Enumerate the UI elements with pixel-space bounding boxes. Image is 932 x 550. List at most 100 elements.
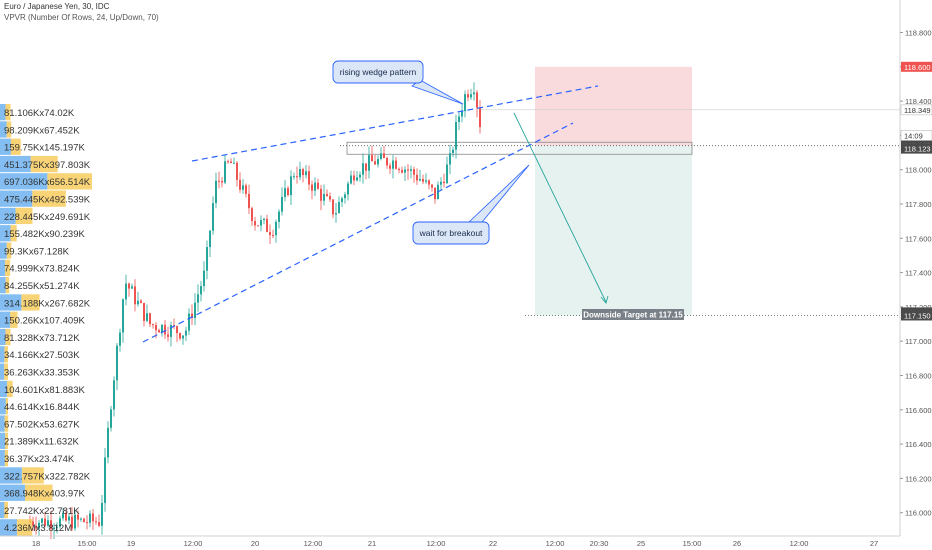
candle-body — [296, 176, 298, 178]
candle-body — [200, 286, 202, 295]
vpvr-down-bar — [4, 363, 8, 380]
vpvr-down-bar — [5, 432, 8, 449]
vpvr-down-bar — [6, 242, 12, 259]
time-tick-label: 12:00 — [790, 539, 809, 548]
callout-box — [332, 60, 424, 84]
projection-arrow — [513, 112, 607, 303]
vpvr-row-label: 67.502Kx53.627K — [4, 419, 80, 430]
time-tick-label: 26 — [733, 539, 741, 548]
candle-body — [83, 518, 85, 523]
candle-body — [257, 225, 259, 227]
candle-body — [365, 163, 367, 171]
vpvr-up-bar — [0, 104, 6, 121]
candle-body — [77, 514, 79, 520]
vpvr-row-label: 104.601Kx81.883K — [4, 385, 85, 396]
candle-body — [329, 196, 331, 200]
candle-body — [410, 169, 412, 171]
vpvr-down-bar — [4, 346, 8, 363]
candle-body — [50, 520, 52, 529]
time-tick-label: 15:00 — [78, 539, 97, 548]
vpvr-row-label: 98.209Kx67.452K — [4, 125, 80, 136]
target-label-box — [582, 309, 684, 320]
candle-body — [191, 313, 193, 319]
chart-title: Euro / Japanese Yen, 30, IDC — [4, 2, 110, 11]
candle-body — [290, 176, 292, 196]
vpvr-up-bar — [0, 484, 26, 501]
candle-body — [443, 181, 445, 184]
time-tick-label: 21 — [368, 539, 376, 548]
price-badge-label: 118.123 — [904, 145, 931, 154]
candle-body — [461, 111, 463, 117]
vpvr-up-bar — [0, 190, 33, 207]
candle-body — [446, 164, 448, 184]
price-tick-label: 118.400 — [905, 97, 932, 106]
candle-body — [80, 518, 82, 520]
candle-body — [434, 187, 436, 200]
stop-loss-zone — [535, 66, 692, 146]
candle-body — [125, 283, 127, 300]
vpvr-row-label: 228.445Kx249.691K — [4, 212, 91, 223]
candle-body — [74, 514, 76, 529]
vpvr-row-label: 322.757Kx322.782K — [4, 471, 91, 482]
vpvr-up-bar — [0, 380, 8, 398]
vpvr-row-label: 451.375Kx397.803K — [4, 160, 91, 171]
candle-body — [266, 218, 268, 232]
candle-body — [419, 178, 421, 181]
candle-body — [374, 161, 376, 165]
candle-body — [305, 171, 307, 176]
vpvr-row-label: 475.445Kx492.539K — [4, 195, 91, 206]
candle-body — [272, 235, 274, 237]
price-tick-label: 116.000 — [905, 509, 932, 518]
candle-body — [332, 199, 334, 215]
candle-body — [404, 169, 406, 173]
candle-body — [359, 174, 361, 178]
price-badge — [901, 310, 932, 321]
candle-body — [152, 324, 154, 326]
candle-body — [341, 198, 343, 203]
price-badge-label: 118.349 — [904, 106, 931, 115]
candle-body — [416, 174, 418, 181]
candle-body — [377, 158, 379, 165]
candle-body — [245, 185, 247, 194]
candle-body — [233, 162, 235, 164]
candle-body — [119, 332, 121, 346]
candle-body — [44, 518, 46, 526]
candle-body — [356, 177, 358, 181]
vpvr-up-bar — [0, 432, 6, 449]
candle-body — [464, 94, 466, 112]
vpvr-down-bar — [10, 311, 18, 328]
candle-body — [155, 324, 157, 331]
support-rectangle — [346, 141, 693, 155]
candle-body — [386, 158, 388, 166]
candle-body — [197, 294, 199, 303]
candle-body — [65, 512, 67, 521]
candle-body — [128, 283, 130, 289]
price-badge — [900, 104, 932, 116]
candle-body — [308, 171, 310, 185]
candle-body — [59, 518, 61, 527]
candle-body — [323, 194, 325, 201]
vpvr-up-bar — [0, 155, 31, 173]
candle-body — [179, 333, 181, 339]
candle-body — [392, 160, 394, 169]
vpvr-row-label: 159.75Kx145.197K — [4, 143, 85, 154]
vpvr-down-bar — [30, 155, 58, 173]
wedge-lower-line — [142, 122, 574, 343]
vpvr-row-label: 21.389Kx11.632K — [4, 437, 79, 448]
candle-body — [275, 221, 277, 236]
time-tick-label: 20 — [251, 539, 259, 548]
candle-body — [182, 335, 184, 339]
vpvr-up-bar — [0, 225, 11, 242]
indicator-label[interactable]: VPVR (Number Of Rows, 24, Up/Down, 70) — [4, 13, 159, 22]
candle-body — [134, 286, 136, 305]
vpvr-up-bar — [0, 363, 5, 380]
vpvr-up-bar — [0, 259, 6, 276]
candle-body — [389, 165, 391, 169]
candle-body — [32, 521, 34, 526]
candle-body — [317, 182, 319, 189]
price-tick-label: 116.400 — [905, 440, 932, 449]
candle-body — [86, 522, 88, 524]
candle-body — [458, 116, 460, 123]
candle-body — [407, 169, 409, 171]
